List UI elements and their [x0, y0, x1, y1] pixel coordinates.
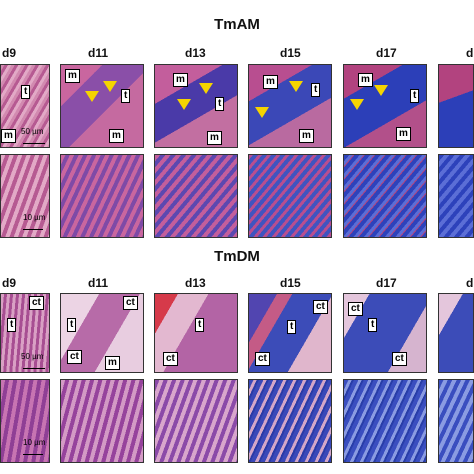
- label-m: m: [105, 356, 120, 370]
- section-title-tmam: TmAM: [214, 16, 260, 33]
- label-m: m: [263, 75, 278, 89]
- scale-label: 10 µm: [23, 213, 46, 222]
- label-m: m: [65, 69, 80, 83]
- histology-panel: [438, 379, 474, 463]
- scale-label: 50 µm: [21, 127, 44, 136]
- label-t: t: [215, 97, 225, 111]
- label-m: m: [299, 129, 314, 143]
- label-ct: ct: [67, 350, 82, 364]
- day-label: d9: [2, 46, 17, 60]
- arrowhead: [177, 99, 191, 110]
- label-m: m: [1, 129, 16, 143]
- day-label: d13: [185, 46, 206, 60]
- label-m: m: [109, 129, 124, 143]
- histology-panel: m t m: [343, 64, 427, 148]
- day-label: d15: [280, 46, 301, 60]
- histology-panel: [248, 154, 332, 238]
- histology-panel: m t m: [60, 64, 144, 148]
- label-t: t: [410, 89, 420, 103]
- histology-panel: ct t ct m: [60, 293, 144, 373]
- label-t: t: [21, 85, 31, 99]
- day-label: d11: [88, 46, 109, 60]
- scale-bar: [23, 368, 45, 369]
- label-t: t: [287, 320, 297, 334]
- label-ct: ct: [255, 352, 270, 366]
- histology-panel: ct t 50 µm: [0, 293, 50, 373]
- label-ct: ct: [392, 352, 407, 366]
- day-label: d11: [88, 276, 109, 290]
- histology-panel: 10 µm: [0, 154, 50, 238]
- day-label: d17: [376, 46, 397, 60]
- arrowhead: [374, 85, 388, 96]
- histology-panel: t m 50 µm: [0, 64, 50, 148]
- histology-panel: t ct: [154, 293, 238, 373]
- label-t: t: [368, 318, 378, 332]
- histology-panel: [60, 379, 144, 463]
- label-m: m: [396, 127, 411, 141]
- histology-panel: m t m: [248, 64, 332, 148]
- histology-panel: [438, 154, 474, 238]
- day-label: d17: [376, 276, 397, 290]
- arrowhead: [85, 91, 99, 102]
- histology-panel: [438, 64, 474, 148]
- histology-panel: [60, 154, 144, 238]
- label-t: t: [195, 318, 205, 332]
- section-title-tmdm: TmDM: [214, 248, 260, 265]
- histology-panel: [154, 154, 238, 238]
- day-label: d: [466, 276, 474, 290]
- scale-label: 50 µm: [21, 352, 44, 361]
- label-t: t: [311, 83, 321, 97]
- scale-bar: [23, 143, 45, 144]
- label-m: m: [358, 73, 373, 87]
- histology-panel: [154, 379, 238, 463]
- label-m: m: [207, 131, 222, 145]
- histology-panel: [438, 293, 474, 373]
- arrowhead: [103, 81, 117, 92]
- label-t: t: [7, 318, 17, 332]
- day-label: d9: [2, 276, 17, 290]
- arrowhead: [255, 107, 269, 118]
- arrowhead: [199, 83, 213, 94]
- histology-panel: [248, 379, 332, 463]
- scale-bar: [23, 454, 43, 455]
- day-label: d13: [185, 276, 206, 290]
- histology-panel: [343, 154, 427, 238]
- arrowhead: [289, 81, 303, 92]
- scale-label: 10 µm: [23, 438, 46, 447]
- label-t: t: [67, 318, 77, 332]
- histology-panel: [343, 379, 427, 463]
- day-label: d: [466, 46, 474, 60]
- label-ct: ct: [313, 300, 328, 314]
- label-t: t: [121, 89, 131, 103]
- scale-bar: [23, 229, 43, 230]
- label-ct: ct: [123, 296, 138, 310]
- label-ct: ct: [29, 296, 44, 310]
- label-ct: ct: [163, 352, 178, 366]
- day-label: d15: [280, 276, 301, 290]
- histology-panel: 10 µm: [0, 379, 50, 463]
- arrowhead: [350, 99, 364, 110]
- histology-panel: m t m: [154, 64, 238, 148]
- histology-panel: ct t ct: [248, 293, 332, 373]
- histology-panel: ct t ct: [343, 293, 427, 373]
- label-ct: ct: [348, 302, 363, 316]
- label-m: m: [173, 73, 188, 87]
